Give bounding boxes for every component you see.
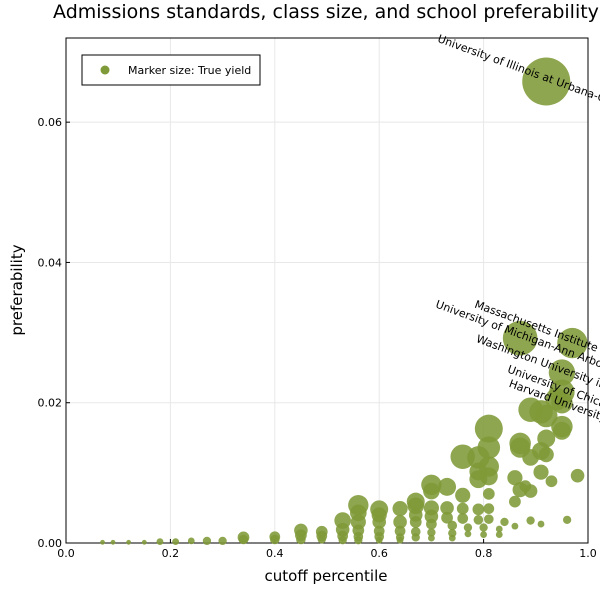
data-point <box>479 523 488 532</box>
data-point <box>423 482 440 500</box>
data-point <box>317 535 326 544</box>
data-point <box>526 516 535 525</box>
data-point <box>238 534 249 545</box>
data-point <box>100 539 105 545</box>
data-point <box>509 495 521 508</box>
data-point <box>495 531 503 538</box>
data-point <box>548 359 576 386</box>
legend-box <box>81 54 261 86</box>
data-point <box>440 501 454 515</box>
data-point <box>552 421 571 440</box>
data-point <box>187 537 195 545</box>
data-point <box>456 502 469 515</box>
data-point <box>500 517 509 527</box>
data-point <box>570 468 585 483</box>
legend-label: Marker size: True yield <box>128 64 251 77</box>
data-point <box>537 520 545 528</box>
data-point <box>218 536 227 546</box>
x-tick-label: 0.8 <box>475 547 493 560</box>
data-point <box>270 534 280 545</box>
point-annotation: University of Illinois at Urbana-Champai… <box>436 32 600 124</box>
data-point <box>533 464 549 480</box>
data-point <box>375 536 383 544</box>
data-point <box>484 514 494 524</box>
data-point <box>519 480 532 493</box>
grid-lines <box>65 38 589 544</box>
data-point <box>427 528 436 537</box>
data-point <box>392 501 408 517</box>
data-point <box>538 447 554 463</box>
data-point <box>426 518 437 530</box>
x-tick-label: 0.2 <box>162 547 180 560</box>
data-point <box>350 514 366 530</box>
x-tick-label: 1.0 <box>579 547 597 560</box>
data-point <box>202 536 212 546</box>
x-tick-label: 0.4 <box>266 547 284 560</box>
data-point <box>394 525 406 537</box>
legend: Marker size: True yield <box>81 54 261 86</box>
data-point <box>479 467 498 486</box>
data-point <box>507 470 523 486</box>
data-point <box>409 516 422 528</box>
data-point <box>455 487 471 503</box>
data-point <box>562 515 572 525</box>
data-point <box>110 539 116 545</box>
chart-title: Admissions standards, class size, and sc… <box>53 1 599 23</box>
data-point <box>438 477 457 496</box>
data-point <box>545 475 558 488</box>
data-point <box>448 529 457 538</box>
data-point <box>428 534 435 542</box>
data-point <box>296 534 306 545</box>
y-tick-label: 0.04 <box>38 256 63 269</box>
data-point <box>502 320 538 356</box>
x-axis-ticks: 0.0 0.2 0.4 0.6 0.8 1.0 <box>57 539 597 560</box>
data-point <box>372 515 386 529</box>
data-point <box>464 530 472 538</box>
y-tick-label: 0.00 <box>38 537 63 550</box>
x-tick-label: 0.0 <box>57 547 75 560</box>
plot-frame <box>65 37 589 544</box>
data-point <box>441 511 453 524</box>
data-point <box>557 327 588 359</box>
point-annotations: University of Illinois at Urbana-Champai… <box>434 32 600 424</box>
data-point <box>156 538 164 545</box>
y-tick-label: 0.06 <box>38 116 63 129</box>
data-point <box>534 404 558 428</box>
x-tick-label: 0.6 <box>370 547 388 560</box>
data-point <box>473 515 484 525</box>
data-point <box>482 488 495 500</box>
data-point <box>411 533 420 542</box>
data-point <box>522 449 539 466</box>
data-point <box>457 513 469 524</box>
data-point <box>551 391 573 414</box>
data-point <box>472 503 485 516</box>
data-point <box>141 539 147 545</box>
y-axis-label: preferability <box>8 244 26 335</box>
data-point <box>338 536 347 545</box>
data-point <box>522 57 571 106</box>
data-point <box>483 503 495 514</box>
y-axis-ticks: 0.00 0.02 0.04 0.06 <box>38 116 70 550</box>
legend-marker <box>100 65 110 75</box>
data-point <box>172 538 180 545</box>
data-point <box>463 523 473 532</box>
data-point <box>424 509 439 524</box>
data-point <box>511 522 519 530</box>
data-point <box>447 520 458 531</box>
data-point <box>126 539 132 545</box>
data-point <box>448 534 456 542</box>
x-axis-label: cutoff percentile <box>265 567 388 585</box>
data-point <box>480 531 487 538</box>
data-point <box>396 536 404 544</box>
data-point <box>393 515 407 529</box>
data-points <box>100 57 588 546</box>
data-point <box>474 414 503 443</box>
y-tick-label: 0.02 <box>38 397 63 410</box>
data-point <box>495 525 503 533</box>
data-point <box>354 536 363 545</box>
